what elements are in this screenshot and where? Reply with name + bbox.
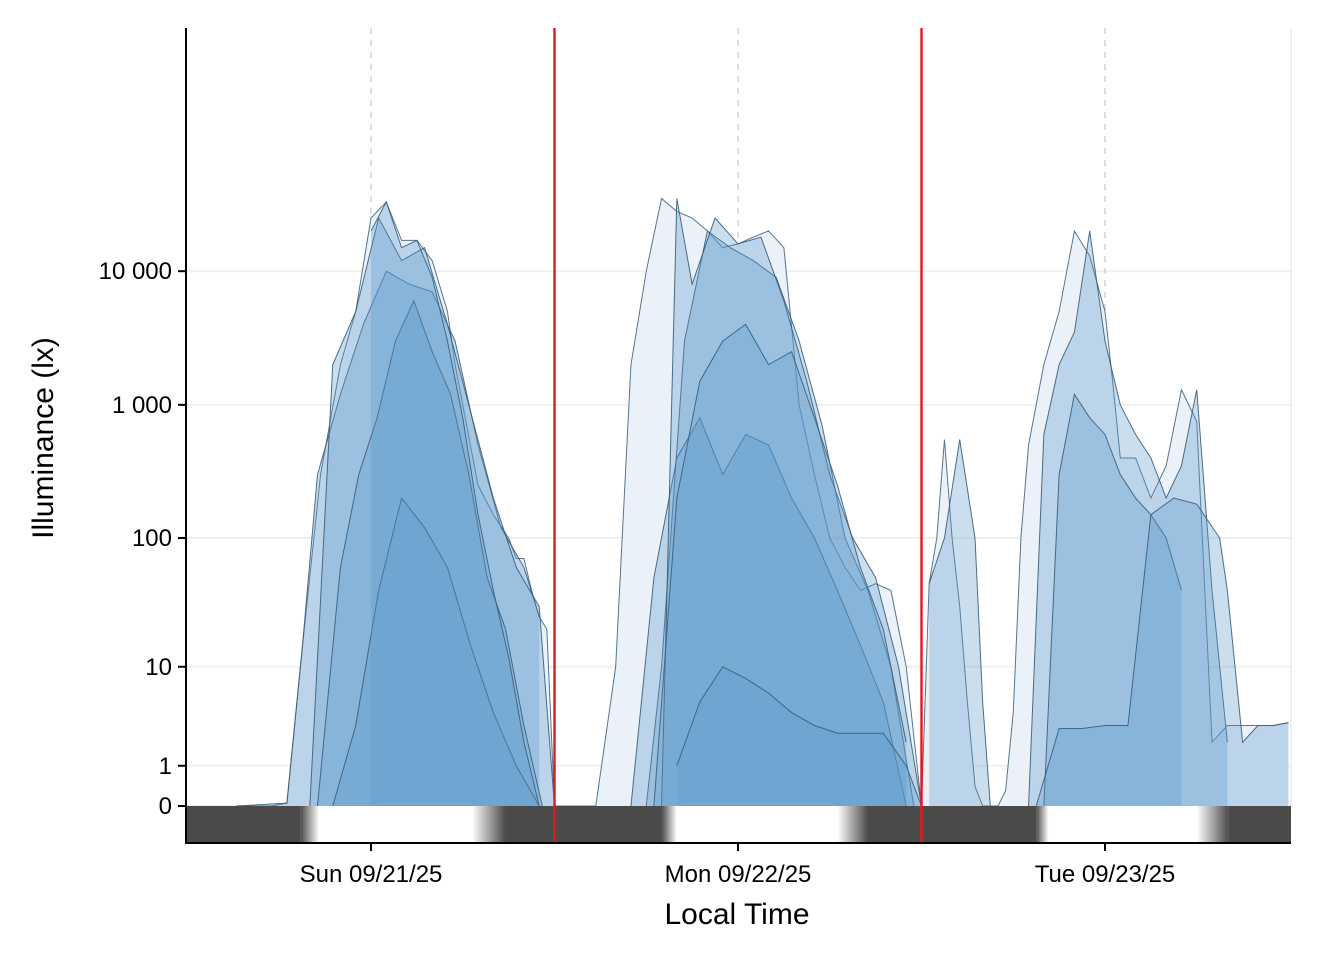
series-area — [1043, 394, 1182, 806]
y-tick-label: 10 000 — [99, 258, 172, 285]
photoperiod-dawn — [300, 806, 320, 843]
series-area — [929, 439, 991, 806]
series-area — [653, 324, 907, 806]
x-ticks: Sun 09/21/25 Mon 09/22/25 Tue 09/23/25 — [300, 843, 1176, 888]
series-line — [1028, 230, 1228, 807]
series-area — [676, 666, 922, 806]
series-area — [332, 498, 540, 806]
photoperiod-dusk — [837, 806, 868, 843]
envelope-area — [236, 198, 1289, 807]
photoperiod-dusk — [1196, 806, 1229, 843]
photoperiod-dawn — [1036, 806, 1049, 843]
y-tick-label: 10 — [145, 654, 172, 681]
series-area — [1036, 498, 1289, 806]
area-envelope — [236, 197, 1289, 807]
x-tick-label: Tue 09/23/25 — [1035, 861, 1176, 888]
series-area — [317, 300, 543, 806]
photoperiod-day — [1048, 806, 1197, 843]
photoperiod-day — [319, 806, 472, 843]
photoperiod-strip — [186, 806, 1291, 843]
y-tick-label: 1 000 — [112, 392, 172, 419]
x-tick-label: Sun 09/21/25 — [300, 861, 443, 888]
series-area — [236, 271, 540, 806]
series-line — [370, 200, 540, 807]
series-line — [309, 216, 555, 807]
series-area — [309, 217, 555, 806]
series-line — [236, 270, 540, 807]
series-line — [653, 323, 907, 807]
series-area — [661, 198, 922, 807]
photoperiod-night — [505, 806, 662, 843]
series-line — [1043, 392, 1182, 807]
photoperiod-dawn — [661, 806, 677, 843]
y-axis-title: Illuminance (lx) — [27, 337, 60, 539]
photoperiod-dusk — [471, 806, 506, 843]
photoperiod-night — [867, 806, 1037, 843]
y-ticks: 0 1 10 100 1 000 10 000 — [99, 258, 186, 820]
x-axis-title: Local Time — [664, 898, 809, 931]
y-tick-label: 0 — [159, 793, 172, 820]
y-tick-label: 100 — [132, 525, 172, 552]
day-boundaries — [553, 28, 923, 843]
envelope-line — [236, 197, 1289, 807]
photoperiod-day — [676, 806, 838, 843]
series-line — [1035, 497, 1289, 807]
photoperiod-night — [1228, 806, 1291, 843]
series-area — [646, 230, 914, 806]
series-line — [928, 439, 991, 807]
y-tick-label: 1 — [159, 753, 172, 780]
series-group — [236, 198, 1289, 807]
series-line — [661, 198, 922, 807]
series-line — [630, 416, 907, 807]
series-area — [630, 417, 907, 806]
series-line — [645, 230, 915, 807]
series-line — [316, 299, 543, 807]
x-tick-label: Mon 09/22/25 — [665, 861, 812, 888]
series-area — [371, 201, 540, 806]
photoperiod-night — [186, 806, 301, 843]
series-area — [1028, 230, 1228, 806]
series-line — [676, 666, 922, 807]
series-line — [332, 496, 540, 807]
